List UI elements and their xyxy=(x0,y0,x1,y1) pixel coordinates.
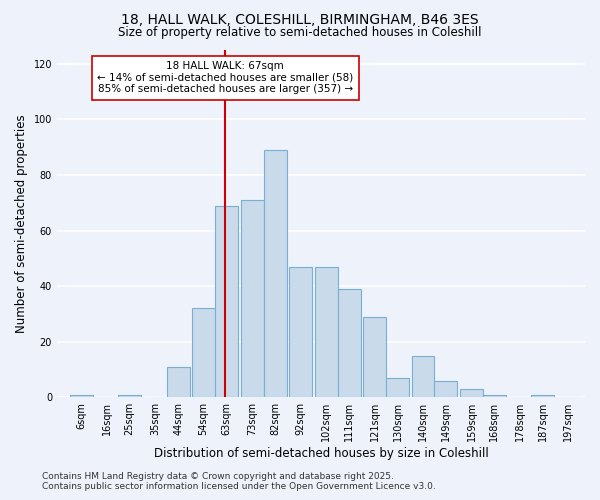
Bar xyxy=(70,394,92,398)
Bar xyxy=(412,356,434,398)
Text: 18 HALL WALK: 67sqm
← 14% of semi-detached houses are smaller (58)
85% of semi-d: 18 HALL WALK: 67sqm ← 14% of semi-detach… xyxy=(97,61,353,94)
Text: 18, HALL WALK, COLESHILL, BIRMINGHAM, B46 3ES: 18, HALL WALK, COLESHILL, BIRMINGHAM, B4… xyxy=(121,12,479,26)
Bar xyxy=(241,200,263,398)
Bar xyxy=(167,367,190,398)
Bar xyxy=(192,308,215,398)
Bar xyxy=(434,380,457,398)
Bar xyxy=(118,394,141,398)
Bar xyxy=(460,389,483,398)
Y-axis label: Number of semi-detached properties: Number of semi-detached properties xyxy=(15,114,28,333)
Text: Contains HM Land Registry data © Crown copyright and database right 2025.
Contai: Contains HM Land Registry data © Crown c… xyxy=(42,472,436,491)
Bar xyxy=(483,394,506,398)
Bar xyxy=(314,266,338,398)
Text: Size of property relative to semi-detached houses in Coleshill: Size of property relative to semi-detach… xyxy=(118,26,482,39)
Bar xyxy=(289,266,312,398)
Bar xyxy=(363,317,386,398)
Bar xyxy=(263,150,287,398)
Bar xyxy=(215,206,238,398)
Bar xyxy=(338,289,361,398)
Bar xyxy=(532,394,554,398)
X-axis label: Distribution of semi-detached houses by size in Coleshill: Distribution of semi-detached houses by … xyxy=(154,447,488,460)
Bar xyxy=(386,378,409,398)
